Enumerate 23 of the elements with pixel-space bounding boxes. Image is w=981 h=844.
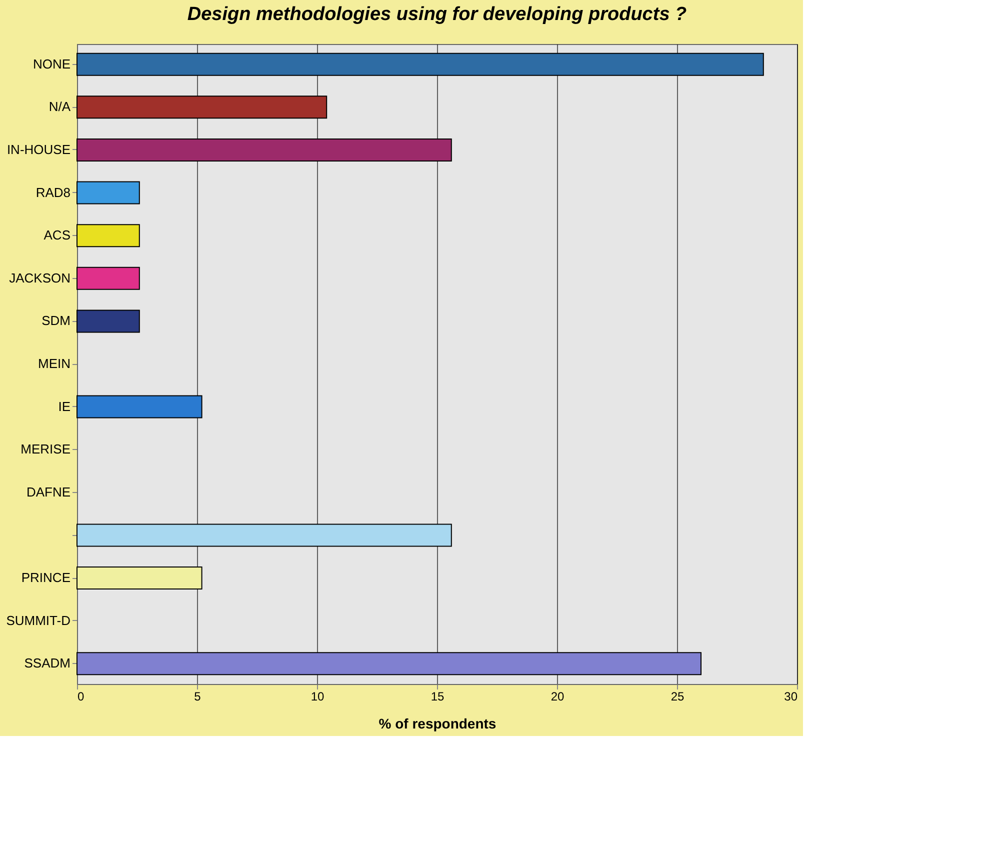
y-tick-label: NONE [32, 56, 71, 72]
y-tick-label: RAD8 [36, 184, 70, 200]
x-tick-label: 20 [550, 690, 564, 704]
y-tick-label: N/A [48, 99, 71, 114]
x-tick-label: 15 [430, 690, 444, 704]
y-tick-label: IE [58, 398, 71, 414]
y-tick-label: SDM [42, 313, 70, 328]
y-tick-label: IN-HOUSE [6, 142, 71, 157]
x-tick-label: 0 [78, 690, 84, 704]
x-tick-label: 30 [784, 690, 798, 704]
x-tick-label: 25 [670, 690, 684, 704]
x-tick-label: 10 [310, 690, 324, 704]
y-tick-label: PRINCE [21, 570, 71, 586]
y-tick-label: SSADM [24, 656, 70, 671]
y-tick-label: MEIN [38, 356, 70, 371]
y-tick-label: JACKSON [9, 270, 70, 286]
y-tick-label: ACS [44, 228, 71, 243]
x-axis-title: % of respondents [378, 716, 496, 732]
chart-title: Design methodologies using for developing products ? [187, 4, 688, 25]
y-tick-label: SUMMIT-D [6, 612, 70, 628]
y-tick-label: MERISE [20, 442, 71, 457]
y-tick-label: DAFNE [26, 484, 71, 500]
x-tick-label: 5 [194, 690, 202, 704]
